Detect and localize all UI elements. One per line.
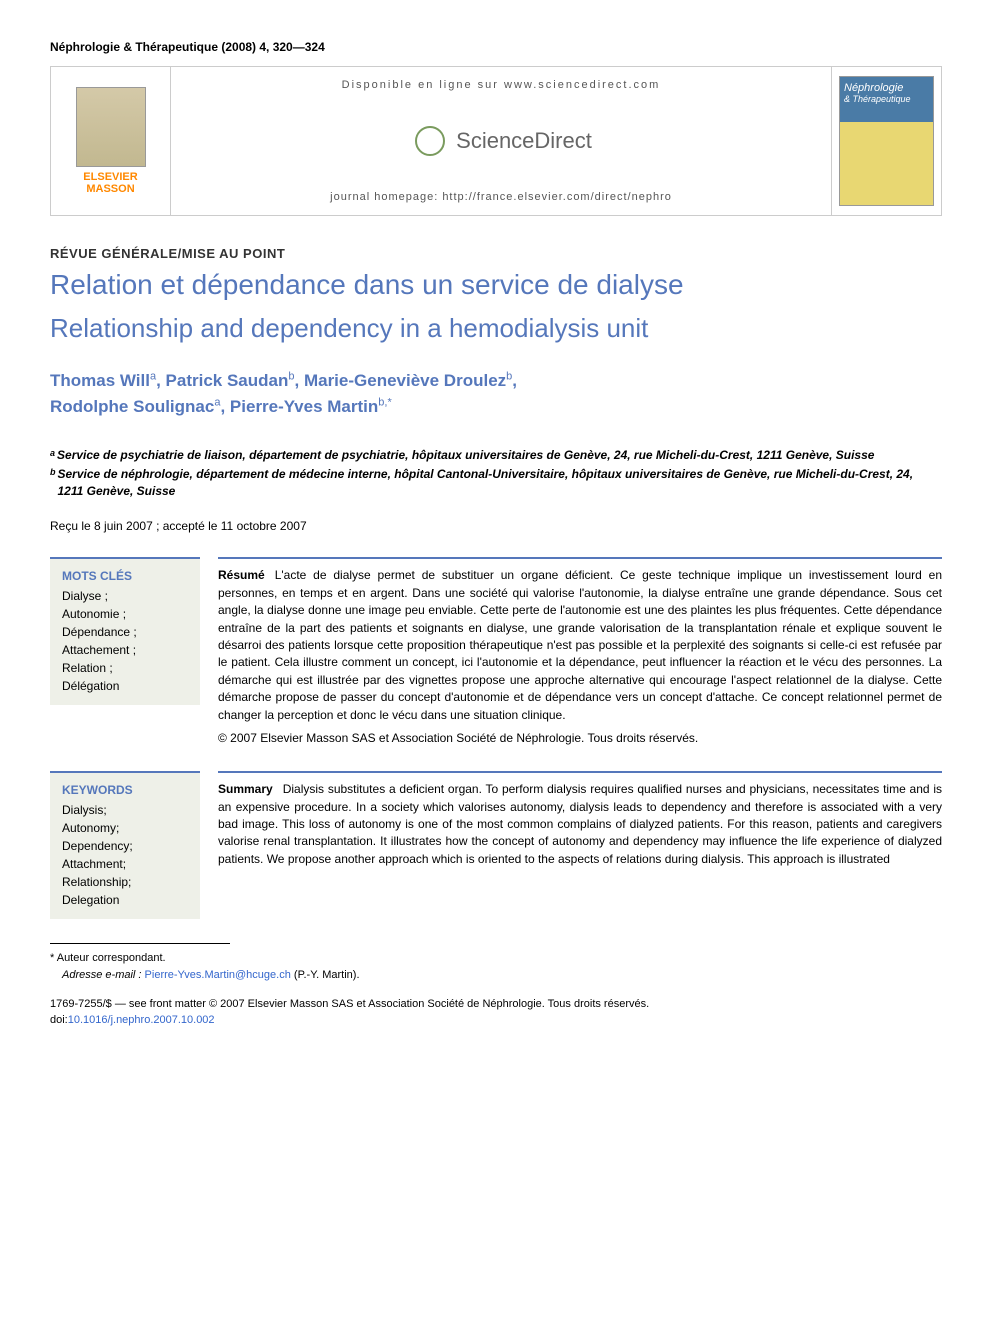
- keyword-item: Delegation: [62, 891, 188, 909]
- resume-row: MOTS CLÉS Dialyse ; Autonomie ; Dépendan…: [50, 557, 942, 747]
- journal-homepage: journal homepage: http://france.elsevier…: [330, 191, 672, 203]
- sciencedirect-mark-icon: [410, 121, 450, 161]
- keyword-item: Relation ;: [62, 659, 188, 677]
- keyword-item: Autonomy;: [62, 819, 188, 837]
- author: Marie-Geneviève Droulezb: [304, 371, 512, 390]
- top-banner: ELSEVIER MASSON Disponible en ligne sur …: [50, 66, 942, 216]
- author: Thomas Willa: [50, 371, 156, 390]
- keyword-item: Dépendance ;: [62, 623, 188, 641]
- resume-text: RésuméL'acte de dialyse permet de substi…: [218, 557, 942, 747]
- sciencedirect-logo: ScienceDirect: [410, 121, 592, 161]
- keywords-french-box: MOTS CLÉS Dialyse ; Autonomie ; Dépendan…: [50, 557, 200, 705]
- email-link[interactable]: Pierre-Yves.Martin@hcuge.ch: [145, 969, 291, 981]
- section-label: RÉVUE GÉNÉRALE/MISE AU POINT: [50, 246, 942, 261]
- author-list: Thomas Willa, Patrick Saudanb, Marie-Gen…: [50, 368, 942, 419]
- citation-header: Néphrologie & Thérapeutique (2008) 4, 32…: [50, 40, 942, 54]
- article-title-french: Relation et dépendance dans un service d…: [50, 269, 942, 301]
- summary-text: SummaryDialysis substitutes a deficient …: [218, 771, 942, 868]
- publisher-name: ELSEVIER MASSON: [83, 171, 137, 195]
- author: Pierre-Yves Martinb,*: [230, 397, 392, 416]
- banner-center: Disponible en ligne sur www.sciencedirec…: [171, 67, 831, 215]
- sciencedirect-text: ScienceDirect: [456, 128, 592, 154]
- keyword-item: Délégation: [62, 677, 188, 695]
- cover-thumbnail: Néphrologie & Thérapeutique: [839, 76, 934, 206]
- resume-copyright: © 2007 Elsevier Masson SAS et Associatio…: [218, 730, 942, 747]
- keyword-item: Relationship;: [62, 873, 188, 891]
- keywords-english-box: KEYWORDS Dialysis; Autonomy; Dependency;…: [50, 771, 200, 919]
- journal-cover: Néphrologie & Thérapeutique: [831, 67, 941, 215]
- keywords-french-heading: MOTS CLÉS: [62, 569, 188, 583]
- affiliation-b: bService de néphrologie, département de …: [50, 466, 942, 500]
- keyword-item: Attachment;: [62, 855, 188, 873]
- affiliations: aService de psychiatrie de liaison, dépa…: [50, 447, 942, 499]
- article-dates: Reçu le 8 juin 2007 ; accepté le 11 octo…: [50, 519, 942, 533]
- footnote-separator: [50, 943, 230, 944]
- keyword-item: Dialysis;: [62, 801, 188, 819]
- publisher-logo: ELSEVIER MASSON: [51, 67, 171, 215]
- author: Patrick Saudanb: [166, 371, 295, 390]
- keywords-english-heading: KEYWORDS: [62, 783, 188, 797]
- elsevier-tree-icon: [76, 87, 146, 167]
- issn-copyright-line: 1769-7255/$ — see front matter © 2007 El…: [50, 997, 942, 1012]
- corr-author-email-line: Adresse e-mail : Pierre-Yves.Martin@hcug…: [62, 967, 942, 984]
- summary-label: Summary: [218, 782, 273, 796]
- summary-row: KEYWORDS Dialysis; Autonomy; Dependency;…: [50, 771, 942, 919]
- keyword-item: Attachement ;: [62, 641, 188, 659]
- doi-line: doi:10.1016/j.nephro.2007.10.002: [50, 1013, 942, 1028]
- corresponding-author-note: * Auteur correspondant. Adresse e-mail :…: [50, 950, 942, 983]
- author: Rodolphe Soulignaca: [50, 397, 220, 416]
- keywords-french-list: Dialyse ; Autonomie ; Dépendance ; Attac…: [62, 587, 188, 695]
- keywords-english-list: Dialysis; Autonomy; Dependency; Attachme…: [62, 801, 188, 909]
- keyword-item: Dialyse ;: [62, 587, 188, 605]
- affiliation-a: aService de psychiatrie de liaison, dépa…: [50, 447, 942, 464]
- doi-link[interactable]: 10.1016/j.nephro.2007.10.002: [68, 1014, 215, 1026]
- keyword-item: Dependency;: [62, 837, 188, 855]
- availability-text: Disponible en ligne sur www.sciencedirec…: [342, 79, 661, 91]
- article-title-english: Relationship and dependency in a hemodia…: [50, 313, 942, 344]
- corr-author-label: * Auteur correspondant.: [50, 950, 942, 967]
- keyword-item: Autonomie ;: [62, 605, 188, 623]
- resume-label: Résumé: [218, 568, 265, 582]
- bottom-metadata: 1769-7255/$ — see front matter © 2007 El…: [50, 997, 942, 1028]
